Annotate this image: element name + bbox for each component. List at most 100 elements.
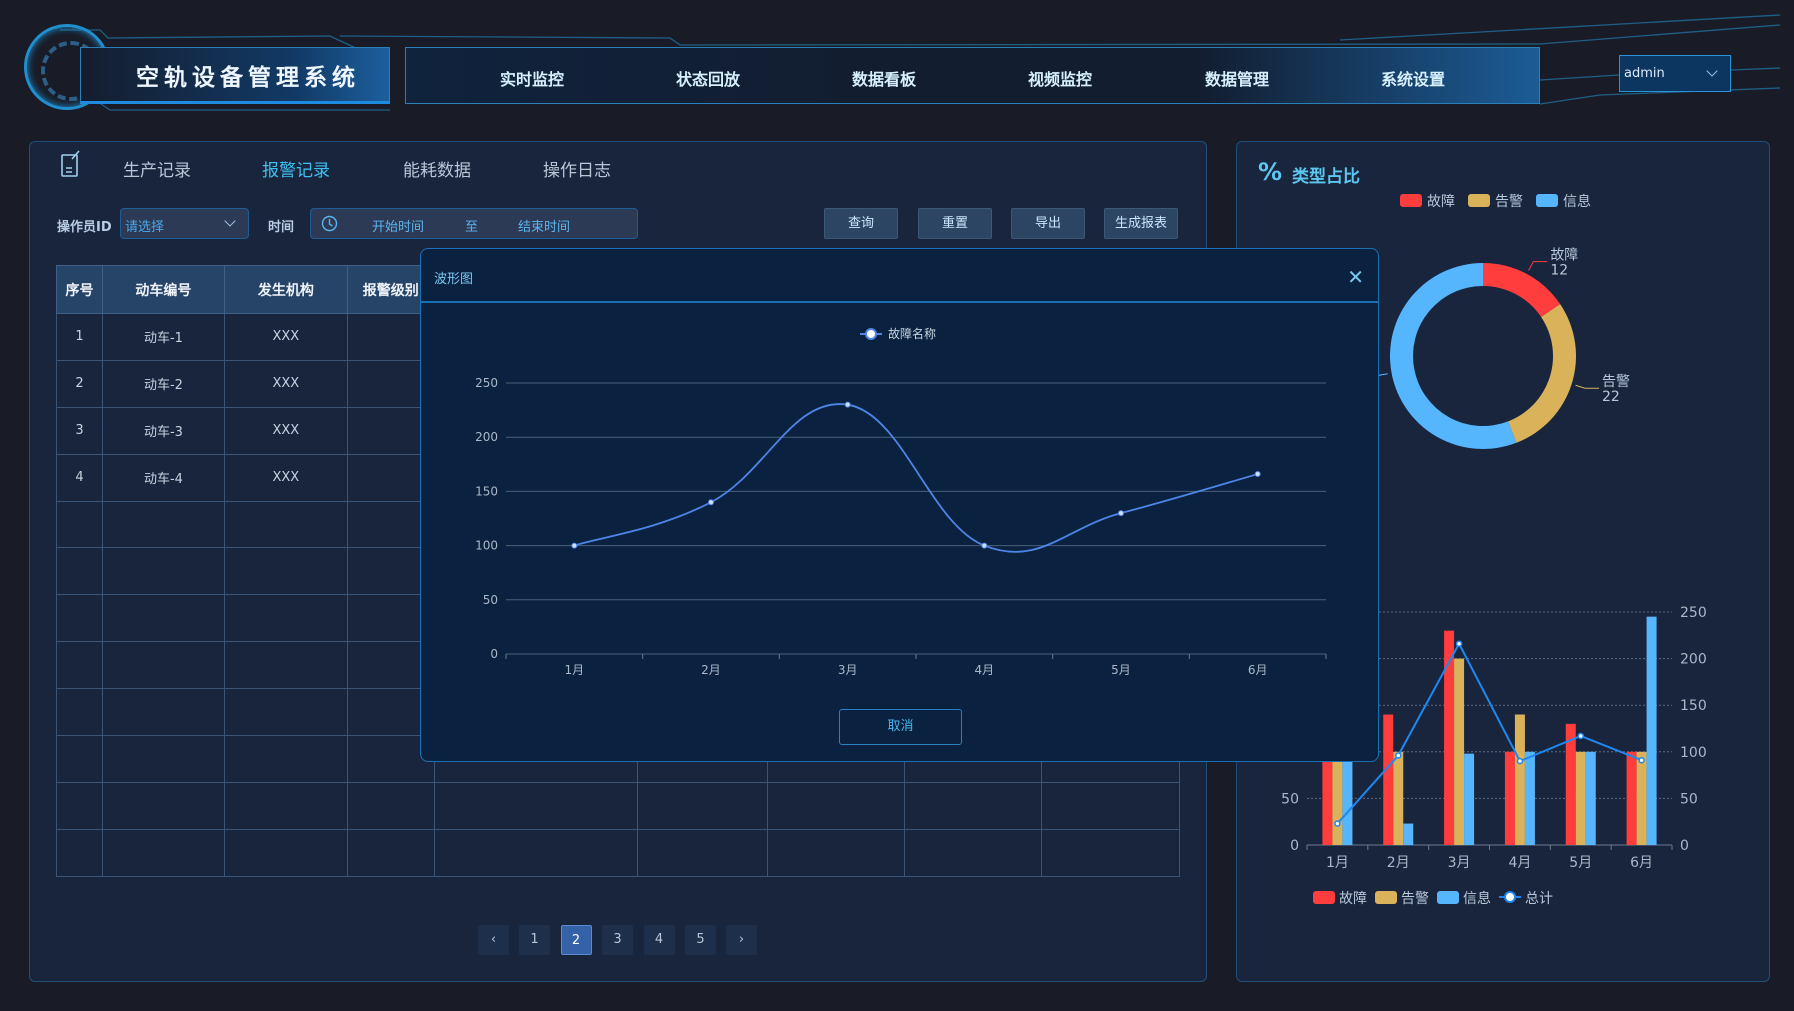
left-y-tick-label: 50 xyxy=(1281,791,1299,807)
legend-marker xyxy=(1504,891,1516,903)
x-tick-label: 4月 xyxy=(1508,855,1531,871)
generate-report-button[interactable]: 生成报表 xyxy=(1104,208,1178,239)
operator-id-label: 操作员ID xyxy=(57,220,112,235)
legend-swatch xyxy=(1313,891,1335,904)
legend-swatch xyxy=(1375,891,1397,904)
legend-swatch xyxy=(1536,194,1558,207)
x-tick-label: 2月 xyxy=(1387,855,1410,871)
operator-placeholder: 请选择 xyxy=(125,220,165,235)
y-tick-label: 150 xyxy=(475,484,498,498)
bar xyxy=(1342,751,1353,845)
nav-realtime-monitor[interactable]: 实时监控 xyxy=(499,70,565,89)
tab-energy-data[interactable]: 能耗数据 xyxy=(403,161,471,181)
export-button[interactable]: 导出 xyxy=(1011,208,1085,239)
right-y-tick-label: 100 xyxy=(1680,745,1707,761)
legend-label: 故障 xyxy=(1427,194,1455,210)
right-y-tick-label: 50 xyxy=(1680,791,1698,807)
slice-label: 告警 xyxy=(1602,374,1630,390)
y-tick-label: 250 xyxy=(475,376,498,390)
data-point xyxy=(708,499,714,506)
cell-index: 1 xyxy=(56,313,103,361)
bar xyxy=(1332,751,1343,845)
x-tick-label: 2月 xyxy=(701,663,721,677)
total-point xyxy=(1334,820,1341,827)
right-y-tick-label: 250 xyxy=(1680,605,1707,621)
time-range-picker[interactable]: 开始时间 至 结束时间 xyxy=(310,208,638,239)
user-name: admin xyxy=(1624,66,1665,81)
cell-train-id: 动车-4 xyxy=(101,453,225,502)
bar xyxy=(1464,753,1475,845)
page-button[interactable]: 3 xyxy=(602,925,633,955)
close-icon[interactable]: ✕ xyxy=(1347,265,1364,289)
legend-label: 信息 xyxy=(1563,193,1591,210)
clock-icon xyxy=(321,215,338,232)
reset-button[interactable]: 重置 xyxy=(918,208,992,239)
col-mechanism: 发生机构 xyxy=(223,265,348,314)
donut-slice xyxy=(1390,263,1517,449)
y-tick-label: 0 xyxy=(490,647,498,661)
bar xyxy=(1383,714,1394,845)
legend-swatch xyxy=(1400,194,1422,207)
nav-data-management[interactable]: 数据管理 xyxy=(1204,70,1270,89)
donut-slice xyxy=(1483,263,1561,317)
range-separator: 至 xyxy=(465,220,479,235)
legend-label: 故障 xyxy=(1339,891,1367,907)
series-line xyxy=(574,403,1258,553)
x-tick-label: 3月 xyxy=(838,663,858,677)
start-time-input[interactable]: 开始时间 xyxy=(372,220,425,235)
data-point xyxy=(981,542,988,549)
legend-label: 告警 xyxy=(1495,194,1523,210)
modal-header: 波形图 ✕ xyxy=(421,249,1378,303)
x-tick-label: 5月 xyxy=(1111,663,1131,677)
legend-label: 故障名称 xyxy=(888,326,936,341)
slice-value: 22 xyxy=(1602,389,1620,405)
bar xyxy=(1646,616,1657,845)
cell-mechanism: XXX xyxy=(223,406,348,455)
legend-marker xyxy=(865,328,877,340)
right-y-tick-label: 150 xyxy=(1680,698,1707,714)
page-button[interactable]: 1 xyxy=(519,925,550,955)
total-point xyxy=(1455,640,1463,647)
modal-title: 波形图 xyxy=(434,272,474,287)
waveform-line-chart: 0 50 100 150 200 250 1月 2月 3月 4月 5月 6月 故障名称 xyxy=(475,326,1327,677)
slice-label: 故障 xyxy=(1550,248,1578,264)
page-button[interactable]: 4 xyxy=(643,925,675,955)
data-point xyxy=(844,401,851,408)
cancel-button[interactable]: 取消 xyxy=(839,709,962,745)
nav-playback[interactable]: 状态回放 xyxy=(675,70,741,89)
page-button[interactable]: 2 xyxy=(560,925,592,955)
document-edit-icon xyxy=(61,150,80,177)
nav-dashboard[interactable]: 数据看板 xyxy=(851,70,917,89)
next-page-button[interactable]: › xyxy=(726,925,757,955)
bar xyxy=(1585,751,1596,845)
nav-settings[interactable]: 系统设置 xyxy=(1380,70,1446,89)
bar xyxy=(1575,751,1586,845)
legend-swatch xyxy=(1468,194,1490,207)
left-y-tick-label: 0 xyxy=(1290,838,1299,854)
table-row[interactable] xyxy=(56,828,1180,877)
page-button[interactable]: 5 xyxy=(685,925,716,955)
bar xyxy=(1444,630,1455,845)
bar xyxy=(1504,751,1515,845)
nav-video[interactable]: 视频监控 xyxy=(1027,70,1093,89)
tab-operation-log[interactable]: 操作日志 xyxy=(543,161,611,181)
query-button[interactable]: 查询 xyxy=(824,208,898,239)
tab-alarm-records[interactable]: 报警记录 xyxy=(262,161,330,181)
waveform-modal: 波形图 ✕ 0 50 100 150 200 250 1月 2月 3月 4月 5月 6月 故障名称 取消 xyxy=(420,248,1379,762)
total-point xyxy=(1516,757,1524,765)
operator-id-select[interactable]: 请选择 xyxy=(120,208,249,239)
col-train-id: 动车编号 xyxy=(101,265,225,314)
table-row[interactable] xyxy=(56,781,1180,830)
x-tick-label: 4月 xyxy=(975,663,995,677)
x-tick-label: 6月 xyxy=(1630,855,1653,871)
x-tick-label: 1月 xyxy=(565,663,585,677)
bar xyxy=(1454,658,1465,845)
end-time-input[interactable]: 结束时间 xyxy=(518,220,571,235)
user-dropdown[interactable]: admin xyxy=(1619,55,1731,92)
top-nav xyxy=(405,47,1540,104)
legend-label: 告警 xyxy=(1401,891,1429,907)
prev-page-button[interactable]: ‹ xyxy=(478,925,509,955)
x-tick-label: 3月 xyxy=(1448,855,1471,871)
tab-production-records[interactable]: 生产记录 xyxy=(123,161,191,181)
